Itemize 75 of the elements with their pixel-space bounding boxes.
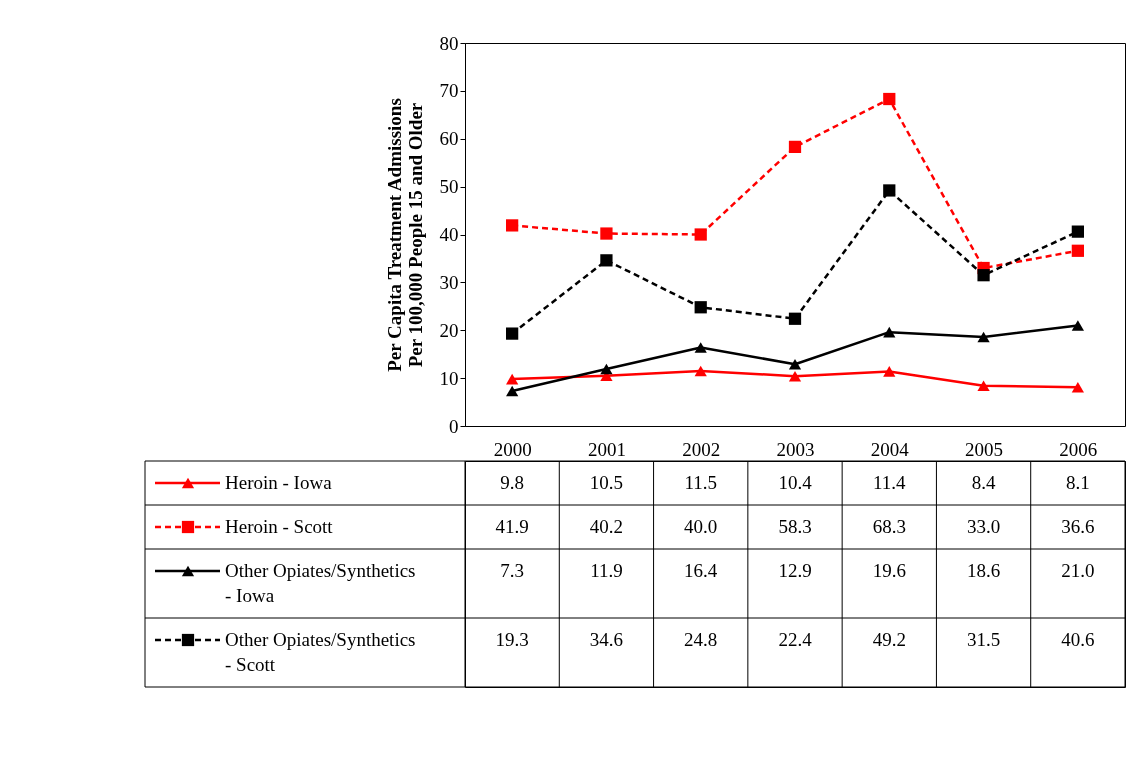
point (883, 184, 896, 197)
data-label: 11.5 (684, 472, 717, 493)
data-label: 33.0 (966, 516, 1001, 537)
data-label: 8.1 (1065, 472, 1090, 493)
y-tick-label: 70 (439, 80, 459, 102)
x-tick-label: 2006 (1059, 438, 1098, 460)
data-label: 10.5 (589, 472, 624, 493)
x-tick-label: 2002 (682, 438, 721, 460)
data-label: 11.9 (590, 560, 623, 581)
point (977, 331, 990, 343)
point (977, 380, 990, 392)
y-tick-label: 30 (439, 271, 459, 293)
legend-label: Other Opiates/Synthetics - Scott (225, 629, 416, 675)
data-label: 49.2 (872, 629, 906, 650)
point (694, 365, 707, 377)
data-label: 11.4 (873, 472, 907, 493)
point (600, 227, 613, 240)
legend-label: Other Opiates/Synthetics - Iowa (225, 560, 416, 606)
data-label: 8.4 (971, 472, 996, 493)
data-label: 31.5 (966, 629, 1001, 650)
data-label: 40.6 (1061, 629, 1095, 650)
data-label: 19.3 (495, 629, 529, 650)
y-tick-label: 50 (439, 176, 459, 198)
data-label: 40.2 (589, 516, 624, 537)
data-label: 7.3 (500, 560, 525, 581)
point (788, 140, 802, 154)
data-label: 18.6 (966, 560, 1001, 581)
point (883, 326, 896, 338)
legend-label: Heroin - Scott (225, 516, 334, 537)
point (883, 366, 896, 377)
data-label: 58.3 (778, 516, 812, 537)
point (506, 385, 519, 397)
y-tick-label: 60 (439, 128, 459, 150)
point (506, 219, 519, 232)
data-label: 22.4 (778, 629, 813, 650)
point (883, 92, 896, 106)
data-label: 41.9 (495, 516, 529, 537)
data-label: 34.6 (589, 629, 624, 650)
y-tick-label: 10 (439, 367, 459, 389)
point (506, 327, 519, 340)
point (788, 370, 802, 382)
point (600, 363, 613, 375)
data-label: 16.4 (684, 560, 718, 581)
data-label: 12.9 (778, 560, 812, 581)
point (600, 254, 613, 267)
point (506, 373, 519, 385)
y-tick-label: 20 (439, 319, 459, 341)
point (694, 301, 707, 314)
data-label: 9.8 (500, 472, 525, 493)
y-tick-label: 0 (449, 415, 459, 437)
point (977, 269, 990, 282)
data-label: 36.6 (1061, 516, 1095, 537)
x-tick-label: 2003 (776, 438, 815, 460)
point (788, 312, 802, 325)
x-tick-label: 2000 (493, 438, 532, 460)
data-label: 68.3 (872, 516, 906, 537)
point (1071, 381, 1084, 393)
point (1071, 225, 1084, 238)
point (694, 228, 707, 241)
y-axis-title: Per Capita Treatment Admissions Per 100,000 People 15 and Older (383, 98, 426, 372)
legend-label: Heroin - Iowa (225, 472, 333, 493)
point (1071, 320, 1084, 331)
point (1071, 244, 1084, 257)
x-tick-label: 2005 (965, 438, 1004, 460)
y-tick-label: 80 (439, 32, 459, 54)
data-label: 40.0 (684, 516, 718, 537)
data-label: 19.6 (872, 560, 906, 581)
x-tick-label: 2001 (587, 438, 626, 460)
point (788, 358, 802, 370)
data-label: 21.0 (1061, 560, 1095, 581)
point (694, 342, 707, 353)
y-tick-label: 40 (439, 224, 459, 245)
data-label: 24.8 (684, 629, 718, 650)
data-label: 10.4 (778, 472, 813, 493)
x-tick-label: 2004 (870, 438, 910, 460)
